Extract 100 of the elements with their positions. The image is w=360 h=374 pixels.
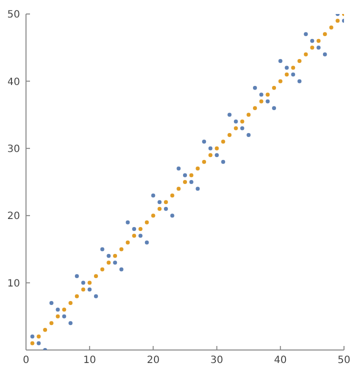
point	[304, 32, 308, 36]
point	[246, 112, 251, 117]
point	[221, 160, 226, 164]
point	[189, 180, 194, 184]
point	[100, 267, 104, 272]
point	[234, 126, 238, 130]
point	[94, 294, 98, 298]
point	[113, 260, 118, 265]
point	[183, 173, 187, 178]
point	[252, 86, 257, 90]
point	[176, 186, 181, 191]
point	[43, 328, 48, 332]
point	[234, 120, 238, 124]
point	[272, 86, 276, 90]
point	[252, 106, 257, 110]
point	[266, 99, 270, 104]
point	[240, 120, 244, 124]
x-tick-label: 40	[274, 355, 287, 366]
point	[259, 92, 264, 97]
y-tick-label: 10	[7, 278, 20, 290]
point	[272, 106, 276, 110]
point	[202, 160, 206, 164]
point	[221, 140, 226, 144]
point	[284, 66, 289, 70]
point	[36, 341, 41, 346]
point	[329, 25, 334, 30]
point	[106, 260, 111, 265]
y-tick-label: 20	[7, 211, 20, 222]
y-tick-label: 30	[7, 144, 20, 155]
point	[316, 38, 321, 43]
point	[36, 334, 41, 339]
point	[132, 227, 136, 232]
point	[62, 314, 66, 318]
point	[246, 132, 251, 137]
point	[158, 200, 162, 204]
point	[278, 59, 282, 64]
point	[189, 173, 194, 178]
point	[297, 79, 302, 84]
point	[62, 308, 66, 312]
point	[81, 288, 86, 292]
point	[56, 314, 60, 318]
point	[144, 240, 149, 244]
point	[316, 46, 321, 50]
point	[56, 308, 60, 312]
point	[113, 254, 118, 258]
point	[100, 247, 104, 252]
point	[291, 72, 296, 76]
point	[176, 166, 181, 171]
point	[49, 321, 54, 326]
point	[240, 126, 244, 130]
point	[266, 92, 270, 97]
point	[88, 288, 92, 292]
point	[68, 321, 73, 326]
point	[297, 59, 302, 64]
point	[151, 214, 156, 218]
point	[126, 220, 130, 224]
point	[228, 132, 232, 137]
point	[119, 267, 124, 272]
point	[138, 234, 142, 238]
point	[284, 72, 289, 76]
point	[336, 18, 340, 23]
point	[158, 206, 162, 211]
point	[196, 186, 200, 191]
point	[138, 227, 142, 232]
point	[88, 280, 92, 285]
point	[202, 140, 206, 144]
point	[106, 254, 111, 258]
y-tick-label: 40	[7, 76, 20, 88]
point	[49, 300, 54, 305]
x-tick-label: 10	[83, 355, 96, 366]
point	[126, 240, 130, 244]
point	[30, 334, 34, 339]
x-tick-label: 50	[338, 355, 350, 366]
point	[259, 99, 264, 104]
point	[304, 52, 308, 56]
x-tick-label: 30	[210, 355, 224, 366]
point	[291, 66, 296, 70]
point	[208, 146, 212, 150]
point	[74, 274, 79, 278]
point	[310, 38, 314, 43]
point	[119, 247, 124, 252]
point	[170, 214, 174, 218]
y-tick-label: 50	[7, 10, 20, 21]
point	[94, 274, 98, 278]
point	[183, 180, 187, 184]
point	[151, 193, 156, 198]
point	[144, 220, 149, 224]
point	[310, 46, 314, 50]
point	[214, 153, 219, 158]
point	[214, 146, 219, 150]
x-tick-label: 20	[146, 355, 160, 366]
point	[196, 166, 200, 171]
point	[322, 32, 327, 36]
point	[81, 280, 86, 285]
point	[322, 52, 327, 56]
point	[164, 206, 168, 211]
point	[208, 153, 212, 158]
point	[68, 300, 73, 305]
x-tick-label: 0	[22, 355, 30, 366]
point	[228, 112, 232, 117]
